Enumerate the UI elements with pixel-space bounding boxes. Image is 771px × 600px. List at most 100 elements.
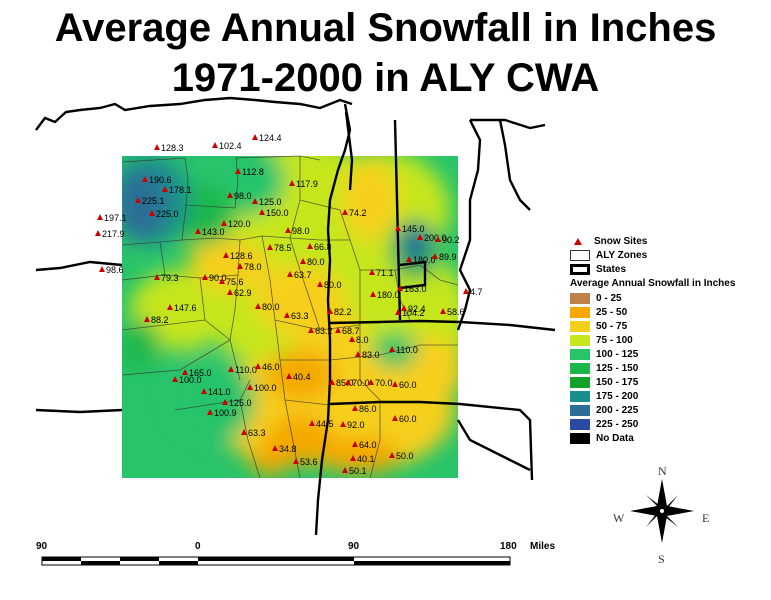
snow-site-value: 44.5 [316,419,334,429]
snow-site-marker [307,243,313,249]
snow-site-value: 98.0 [292,226,310,236]
snow-site-value: 60.0 [399,380,417,390]
snow-site-marker [149,210,155,216]
compass-north-label: N [658,464,667,478]
legend-states: States [570,262,770,276]
snow-site-marker [252,198,258,204]
compass-east-label: E [702,511,710,525]
map-title-line2: 1971-2000 in ALY CWA [171,56,600,100]
legend-class-row: 200 - 225 [570,403,770,417]
legend-class-label: 50 - 75 [596,320,628,332]
legend-class-label: 100 - 125 [596,348,639,360]
map-title-line1: Average Annual Snowfall in Inches [54,6,717,50]
snow-site-value: 62.9 [234,288,252,298]
snow-site-value: 100.0 [179,375,202,385]
legend-color-swatch [570,362,590,374]
legend-class-label: 175 - 200 [596,390,639,402]
snow-site-value: 66.8 [314,242,332,252]
legend-class-row: 150 - 175 [570,375,770,389]
snow-site-value: 80.0 [324,280,342,290]
snow-site-marker [247,384,253,390]
compass-west-label: W [613,511,625,525]
snow-site-marker [223,252,229,258]
snow-site-value: 143.0 [202,227,225,237]
snow-site-marker [97,214,103,220]
legend-color-swatch [570,418,590,430]
snow-site-value: 128.3 [161,143,184,153]
snow-site-marker [355,351,361,357]
snow-site-marker [392,415,398,421]
snow-site-marker [285,227,291,233]
snow-site-value: 100.0 [254,383,277,393]
snow-site-value: 78.5 [274,243,292,253]
snow-site-marker [167,304,173,310]
snow-site-marker [395,225,401,231]
snow-site-value: 50.1 [349,466,367,476]
legend-class-row: No Data [570,431,770,445]
scale-label-mid: 90 [348,541,360,552]
snow-site-marker [227,289,233,295]
snow-site-value: 125.0 [259,197,282,207]
snow-site-value: 40.4 [293,372,311,382]
snow-site-value: 112.8 [242,167,264,177]
snow-site-marker [368,379,374,385]
snow-site-value: 63.7 [294,270,312,280]
snow-site-marker [286,373,292,379]
snow-site-marker [154,144,160,150]
legend-class-row: 50 - 75 [570,319,770,333]
snow-site-value: 75.6 [226,277,244,287]
snow-site-marker [287,271,293,277]
snow-site-value: 8.0 [356,335,369,345]
snow-site-value: 178.1 [169,185,192,195]
snow-site-marker [162,186,168,192]
legend-class-label: 75 - 100 [596,334,633,346]
snow-site-value: 64.0 [359,440,377,450]
snow-site-marker [222,399,228,405]
scale-label-zero: 0 [195,541,201,552]
snow-site-marker [289,180,295,186]
snow-site-marker [329,379,335,385]
snow-site-marker [308,327,314,333]
snow-site-value: 70.0 [375,378,393,388]
snow-site-marker [293,458,299,464]
snow-site-marker [202,274,208,280]
snow-site-value: 180.0 [413,255,436,265]
legend-class-label: 225 - 250 [596,418,639,430]
snow-site-value: 190.6 [149,175,172,185]
snow-site-value: 117.9 [296,179,318,189]
snow-site-marker [95,230,101,236]
snow-site-marker [401,305,407,311]
snow-site-marker [349,336,355,342]
legend-class-label: 0 - 25 [596,292,622,304]
snow-site-marker [272,445,278,451]
snow-site-marker [154,274,160,280]
scale-label-left: 90 [36,541,48,552]
snow-site-marker [350,455,356,461]
legend-class-label: 25 - 50 [596,306,628,318]
snow-site-marker [195,228,201,234]
snow-site-value: 68.7 [342,326,360,336]
snow-site-marker [435,236,441,242]
snow-site-marker [201,388,207,394]
snow-site-value: 197.1 [104,213,127,223]
snow-site-value: 165.0 [189,368,212,378]
legend-class-row: 125 - 150 [570,361,770,375]
snow-site-marker [212,142,218,148]
snow-site-marker [309,420,315,426]
snow-site-value: 79.3 [161,273,179,283]
legend-class-row: 0 - 25 [570,291,770,305]
triangle-icon [574,237,582,245]
snow-site-marker [389,452,395,458]
snow-site-marker [417,234,423,240]
state-swatch [570,263,590,275]
snow-site-value: 50.0 [396,451,414,461]
scale-units: Miles [530,541,556,552]
legend-heading: Average Annual Snowfall in Inches [570,278,736,289]
snow-site-value: 163.0 [404,284,427,294]
legend-color-swatch [570,376,590,388]
snow-site-value: 102.4 [219,141,242,151]
snow-site-value: 40.1 [357,454,375,464]
snow-site-value: 150.0 [266,208,289,218]
snow-site-marker [99,266,105,272]
